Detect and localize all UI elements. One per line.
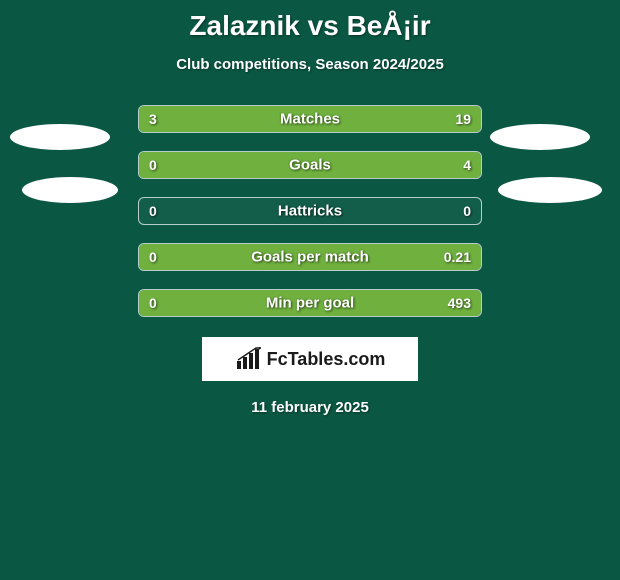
right-value: 0.21 bbox=[444, 249, 471, 265]
subtitle: Club competitions, Season 2024/2025 bbox=[176, 56, 444, 73]
stat-bar: 319Matches bbox=[138, 105, 482, 133]
chart-icon bbox=[235, 347, 265, 371]
right-value: 19 bbox=[455, 111, 471, 127]
left-value: 0 bbox=[149, 157, 157, 173]
stat-bar: 0 0Hattricks bbox=[138, 197, 482, 225]
player-ellipse bbox=[10, 124, 110, 150]
bar-right-fill bbox=[153, 152, 481, 178]
stat-label: Hattricks bbox=[139, 203, 481, 220]
player-ellipse bbox=[22, 177, 118, 203]
date-label: 11 february 2025 bbox=[251, 399, 369, 416]
left-value: 0 bbox=[149, 203, 157, 219]
left-value: 3 bbox=[149, 111, 157, 127]
stat-row: 0493Min per goal bbox=[0, 289, 620, 317]
stat-row: 00.21Goals per match bbox=[0, 243, 620, 271]
logo-text: FcTables.com bbox=[267, 349, 386, 370]
page-title: Zalaznik vs BeÅ¡ir bbox=[189, 10, 430, 42]
left-value: 0 bbox=[149, 249, 157, 265]
bar-left-fill bbox=[139, 106, 197, 132]
bar-right-fill bbox=[139, 244, 481, 270]
bar-right-fill bbox=[197, 106, 481, 132]
bar-right-fill bbox=[139, 290, 481, 316]
stat-row: 04Goals bbox=[0, 151, 620, 179]
right-value: 4 bbox=[463, 157, 471, 173]
comparison-widget: Zalaznik vs BeÅ¡ir Club competitions, Se… bbox=[0, 0, 620, 416]
player-ellipse bbox=[490, 124, 590, 150]
right-value: 493 bbox=[448, 295, 471, 311]
stat-bar: 04Goals bbox=[138, 151, 482, 179]
stat-bar: 0493Min per goal bbox=[138, 289, 482, 317]
left-value: 0 bbox=[149, 295, 157, 311]
player-ellipse bbox=[498, 177, 602, 203]
right-value: 0 bbox=[463, 203, 471, 219]
stat-bar: 00.21Goals per match bbox=[138, 243, 482, 271]
logo-box[interactable]: FcTables.com bbox=[202, 337, 418, 381]
